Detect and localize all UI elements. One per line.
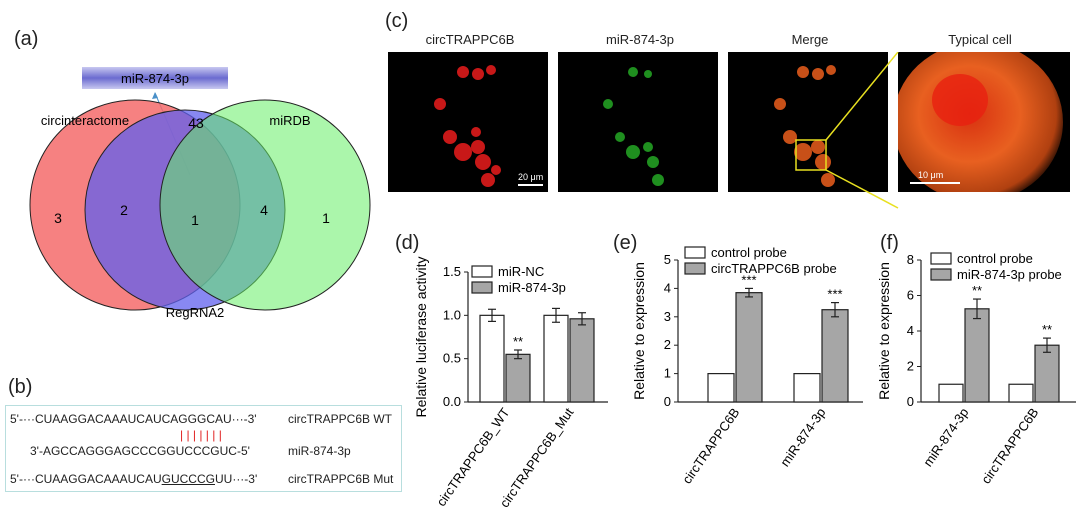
mut-sequence: 5'-···CUAAGGACAAAUCAUGUCCCGUU···-3' bbox=[10, 472, 257, 486]
legend-label: control probe bbox=[711, 245, 787, 260]
bar bbox=[543, 314, 569, 403]
x-tick-label: miR-874-3p bbox=[920, 405, 971, 469]
y-tick-label: 4 bbox=[907, 323, 914, 338]
scale-bar-10: 10 μm bbox=[918, 170, 943, 180]
y-axis-label: Relative luciferase activity bbox=[413, 256, 429, 417]
bar bbox=[1008, 383, 1034, 403]
panel-label-b: (b) bbox=[8, 376, 33, 398]
venn-count-mirdb-reg: 4 bbox=[260, 202, 268, 218]
venn-set-label-mirdb: miRDB bbox=[269, 113, 310, 128]
y-tick-label: 8 bbox=[907, 252, 914, 267]
chart-e: 0 1 2 3 4 5 Relative to expression circTRAPPC6B… bbox=[631, 245, 863, 487]
bar bbox=[793, 373, 821, 403]
panel-label-d: (d) bbox=[395, 232, 420, 254]
y-tick-label: 1.0 bbox=[443, 307, 461, 322]
x-tick-label: circTRAPPC6B_Mut bbox=[497, 405, 577, 510]
y-tick-label: 0 bbox=[664, 394, 671, 409]
mirna-banner bbox=[82, 67, 228, 89]
chart-f: 0 2 4 6 8 Relative to expression miR-874-3p cir… bbox=[876, 251, 1076, 487]
panel-label-c: (c) bbox=[385, 10, 409, 32]
bar bbox=[938, 383, 964, 403]
mut-seq-underlined: GUCCCG bbox=[161, 472, 215, 486]
significance-label: ** bbox=[1042, 322, 1052, 337]
mir-sequence: 3'-AGCCAGGGAGCCCGGUCCCGUC-5' bbox=[30, 444, 250, 458]
legend-label: miR-874-3p probe bbox=[957, 267, 1062, 282]
y-tick-label: 1.5 bbox=[443, 264, 461, 279]
panel-label-f: (f) bbox=[880, 232, 899, 254]
mirna-banner-label: miR-874-3p bbox=[121, 71, 189, 86]
bar bbox=[1034, 344, 1060, 403]
micro-image-merge bbox=[728, 52, 888, 192]
bar bbox=[735, 292, 763, 403]
significance-label: *** bbox=[827, 287, 842, 302]
legend-swatch bbox=[684, 246, 706, 259]
y-tick-label: 0.5 bbox=[443, 351, 461, 366]
y-tick-label: 5 bbox=[664, 252, 671, 267]
sequence-box: 5'-···CUAAGGACAAAUCAUCAGGGCAU···-3' circ… bbox=[5, 405, 402, 492]
legend-swatch bbox=[684, 262, 706, 275]
micro-image-green bbox=[558, 52, 718, 192]
venn-count-only-reg: 43 bbox=[188, 115, 204, 131]
y-tick-label: 3 bbox=[664, 309, 671, 324]
bar bbox=[964, 308, 990, 403]
y-axis-label: Relative to expression bbox=[631, 262, 647, 400]
scale-bar-20: 20 μm bbox=[518, 172, 543, 182]
legend-swatch bbox=[930, 252, 952, 265]
bar bbox=[505, 353, 531, 403]
panel-label-e: (e) bbox=[613, 232, 638, 254]
significance-label: ** bbox=[513, 334, 523, 349]
legend-label: circTRAPPC6B probe bbox=[711, 261, 837, 276]
venn-arrowhead bbox=[152, 92, 158, 99]
mut-seq-pre: 5'-···CUAAGGACAAAUCAU bbox=[10, 472, 162, 486]
venn-count-center: 1 bbox=[191, 212, 199, 228]
micro-title-red: circTRAPPC6B bbox=[425, 32, 515, 47]
y-tick-label: 2 bbox=[664, 337, 671, 352]
panel-label-a: (a) bbox=[14, 28, 39, 50]
venn-count-circ-reg: 2 bbox=[120, 202, 128, 218]
mut-label: circTRAPPC6B Mut bbox=[288, 472, 394, 486]
significance-label: *** bbox=[741, 272, 756, 287]
legend-label: miR-874-3p bbox=[498, 280, 566, 295]
venn-count-only-circ: 3 bbox=[54, 210, 62, 226]
y-tick-label: 1 bbox=[664, 366, 671, 381]
legend-label: miR-NC bbox=[498, 264, 544, 279]
venn-count-only-mirdb: 1 bbox=[322, 210, 330, 226]
venn-circle-mirdb bbox=[159, 99, 371, 311]
venn-set-label-circinteractome: circinteractome bbox=[41, 113, 129, 128]
venn-diagram: miR-874-3p circinteractome miRDB RegRNA2… bbox=[29, 67, 371, 320]
legend-swatch bbox=[930, 268, 952, 281]
mir-label: miR-874-3p bbox=[288, 444, 351, 458]
bar bbox=[569, 318, 595, 403]
zoom-lines bbox=[825, 52, 899, 209]
x-tick-label: circTRAPPC6B bbox=[978, 405, 1041, 486]
y-tick-label: 4 bbox=[664, 280, 671, 295]
wt-label: circTRAPPC6B WT bbox=[288, 412, 393, 426]
wt-sequence: 5'-···CUAAGGACAAAUCAUCAGGGCAU···-3' bbox=[10, 412, 257, 426]
y-tick-label: 2 bbox=[907, 359, 914, 374]
micro-image-red: 20 μm bbox=[388, 52, 548, 192]
micro-title-typical: Typical cell bbox=[948, 32, 1012, 47]
pairing-marks: | | | | | | | bbox=[180, 428, 222, 442]
legend-label: control probe bbox=[957, 251, 1033, 266]
bar bbox=[707, 373, 735, 403]
legend-swatch bbox=[471, 265, 493, 278]
y-tick-label: 0.0 bbox=[443, 394, 461, 409]
bar bbox=[479, 314, 505, 403]
zoom-box bbox=[795, 139, 827, 171]
bar bbox=[821, 309, 849, 403]
y-tick-label: 6 bbox=[907, 288, 914, 303]
x-tick-label: miR-874-3p bbox=[777, 405, 828, 469]
x-tick-label: circTRAPPC6B_WT bbox=[433, 405, 512, 509]
mut-seq-post: UU···-3' bbox=[214, 472, 258, 486]
y-axis-label: Relative to expression bbox=[876, 262, 892, 400]
micro-title-merge: Merge bbox=[791, 32, 829, 47]
micro-title-green: miR-874-3p bbox=[606, 32, 674, 47]
y-tick-label: 0 bbox=[907, 394, 914, 409]
micro-image-typical: 10 μm bbox=[898, 52, 1070, 192]
venn-set-label-regrna2: RegRNA2 bbox=[166, 305, 225, 320]
significance-label: ** bbox=[972, 283, 982, 298]
legend-swatch bbox=[471, 281, 493, 294]
chart-d: 0.0 0.5 1.0 1.5 Relative luciferase activity… bbox=[413, 256, 608, 510]
x-tick-label: circTRAPPC6B bbox=[679, 405, 742, 486]
